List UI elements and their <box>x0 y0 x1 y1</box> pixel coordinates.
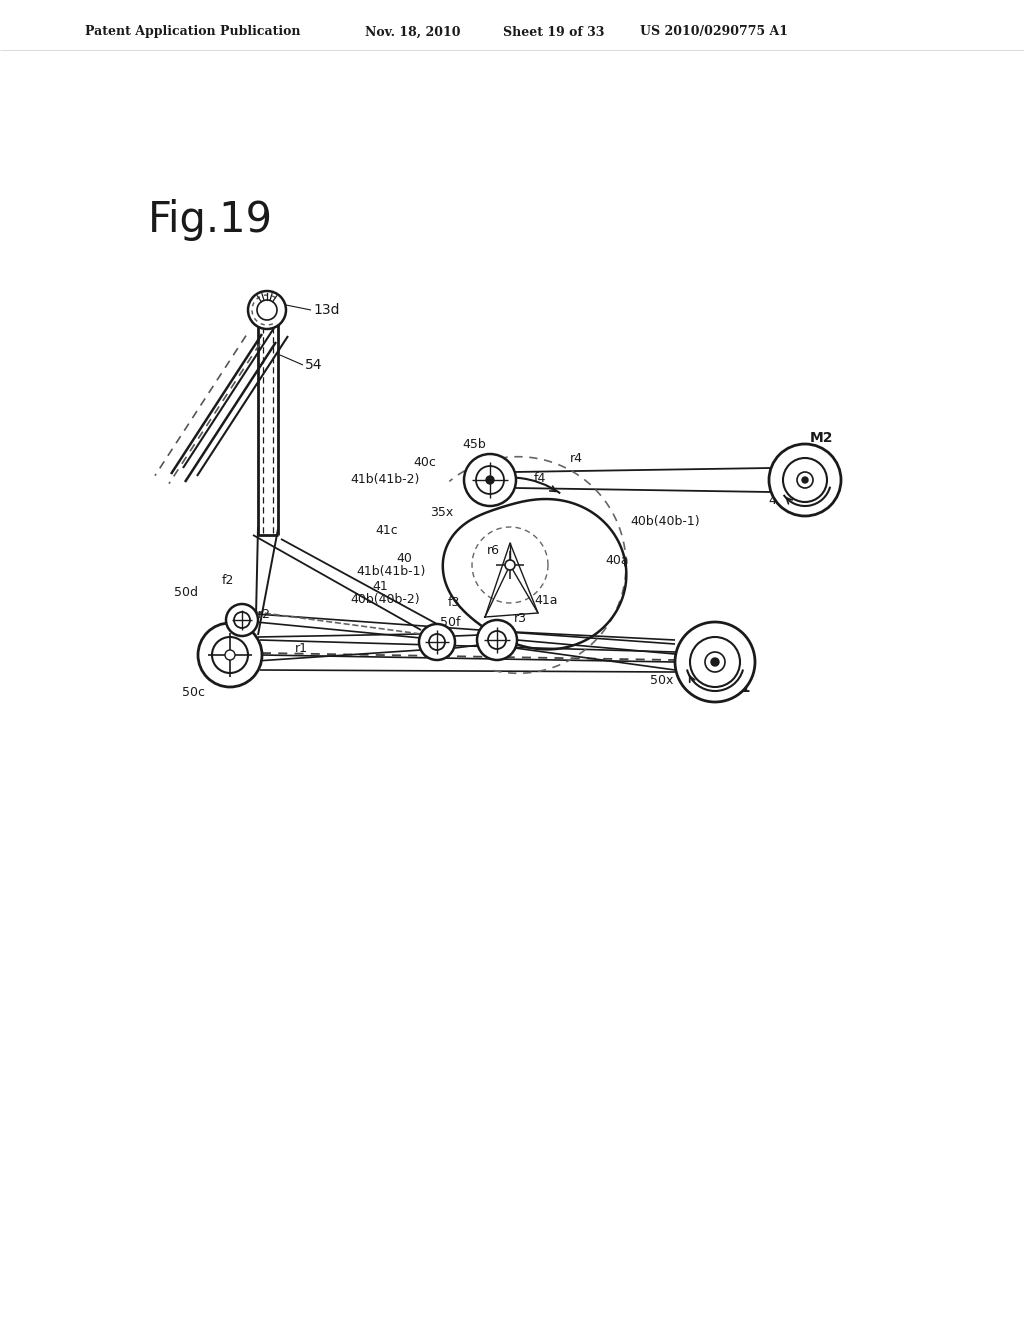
Text: Nov. 18, 2010: Nov. 18, 2010 <box>365 25 461 38</box>
Text: 41: 41 <box>372 579 388 593</box>
Text: Fig.19: Fig.19 <box>148 199 273 242</box>
Text: r3: r3 <box>514 611 527 624</box>
Text: 40: 40 <box>396 552 412 565</box>
Text: 45b: 45b <box>462 437 485 450</box>
Circle shape <box>226 605 258 636</box>
Text: 41c: 41c <box>375 524 397 536</box>
Circle shape <box>711 657 719 667</box>
Text: r2: r2 <box>258 607 271 620</box>
Text: 50c: 50c <box>182 685 205 698</box>
Text: f4: f4 <box>534 471 547 484</box>
Circle shape <box>675 622 755 702</box>
Text: M1: M1 <box>728 681 752 696</box>
Text: 45x: 45x <box>768 494 792 507</box>
Circle shape <box>477 620 517 660</box>
Text: 50f: 50f <box>440 615 461 628</box>
Text: r6: r6 <box>487 544 500 557</box>
Circle shape <box>419 624 455 660</box>
Text: 41b(41b-2): 41b(41b-2) <box>350 474 420 487</box>
Text: f3: f3 <box>449 595 461 609</box>
Text: r1: r1 <box>295 642 308 655</box>
Text: 13d: 13d <box>313 304 340 317</box>
Text: 40b(40b-2): 40b(40b-2) <box>350 594 420 606</box>
Circle shape <box>486 477 494 484</box>
Text: 35x: 35x <box>430 506 454 519</box>
Circle shape <box>802 477 808 483</box>
Text: 41a: 41a <box>534 594 557 606</box>
Text: 50x: 50x <box>650 673 674 686</box>
Text: r4: r4 <box>570 451 583 465</box>
Text: 50d: 50d <box>174 586 198 598</box>
Text: f2: f2 <box>222 573 234 586</box>
Text: 54: 54 <box>305 358 323 372</box>
Text: 40c: 40c <box>413 455 436 469</box>
Circle shape <box>225 649 234 660</box>
Text: M2: M2 <box>810 432 834 445</box>
Text: 41b(41b-1): 41b(41b-1) <box>356 565 425 578</box>
Text: Patent Application Publication: Patent Application Publication <box>85 25 300 38</box>
Text: Sheet 19 of 33: Sheet 19 of 33 <box>503 25 604 38</box>
Circle shape <box>769 444 841 516</box>
Circle shape <box>464 454 516 506</box>
Text: US 2010/0290775 A1: US 2010/0290775 A1 <box>640 25 788 38</box>
Text: f1: f1 <box>206 656 218 669</box>
Text: 40b(40b-1): 40b(40b-1) <box>630 516 699 528</box>
Text: 40a: 40a <box>605 553 629 566</box>
Circle shape <box>248 290 286 329</box>
Circle shape <box>505 560 515 570</box>
Circle shape <box>198 623 262 686</box>
